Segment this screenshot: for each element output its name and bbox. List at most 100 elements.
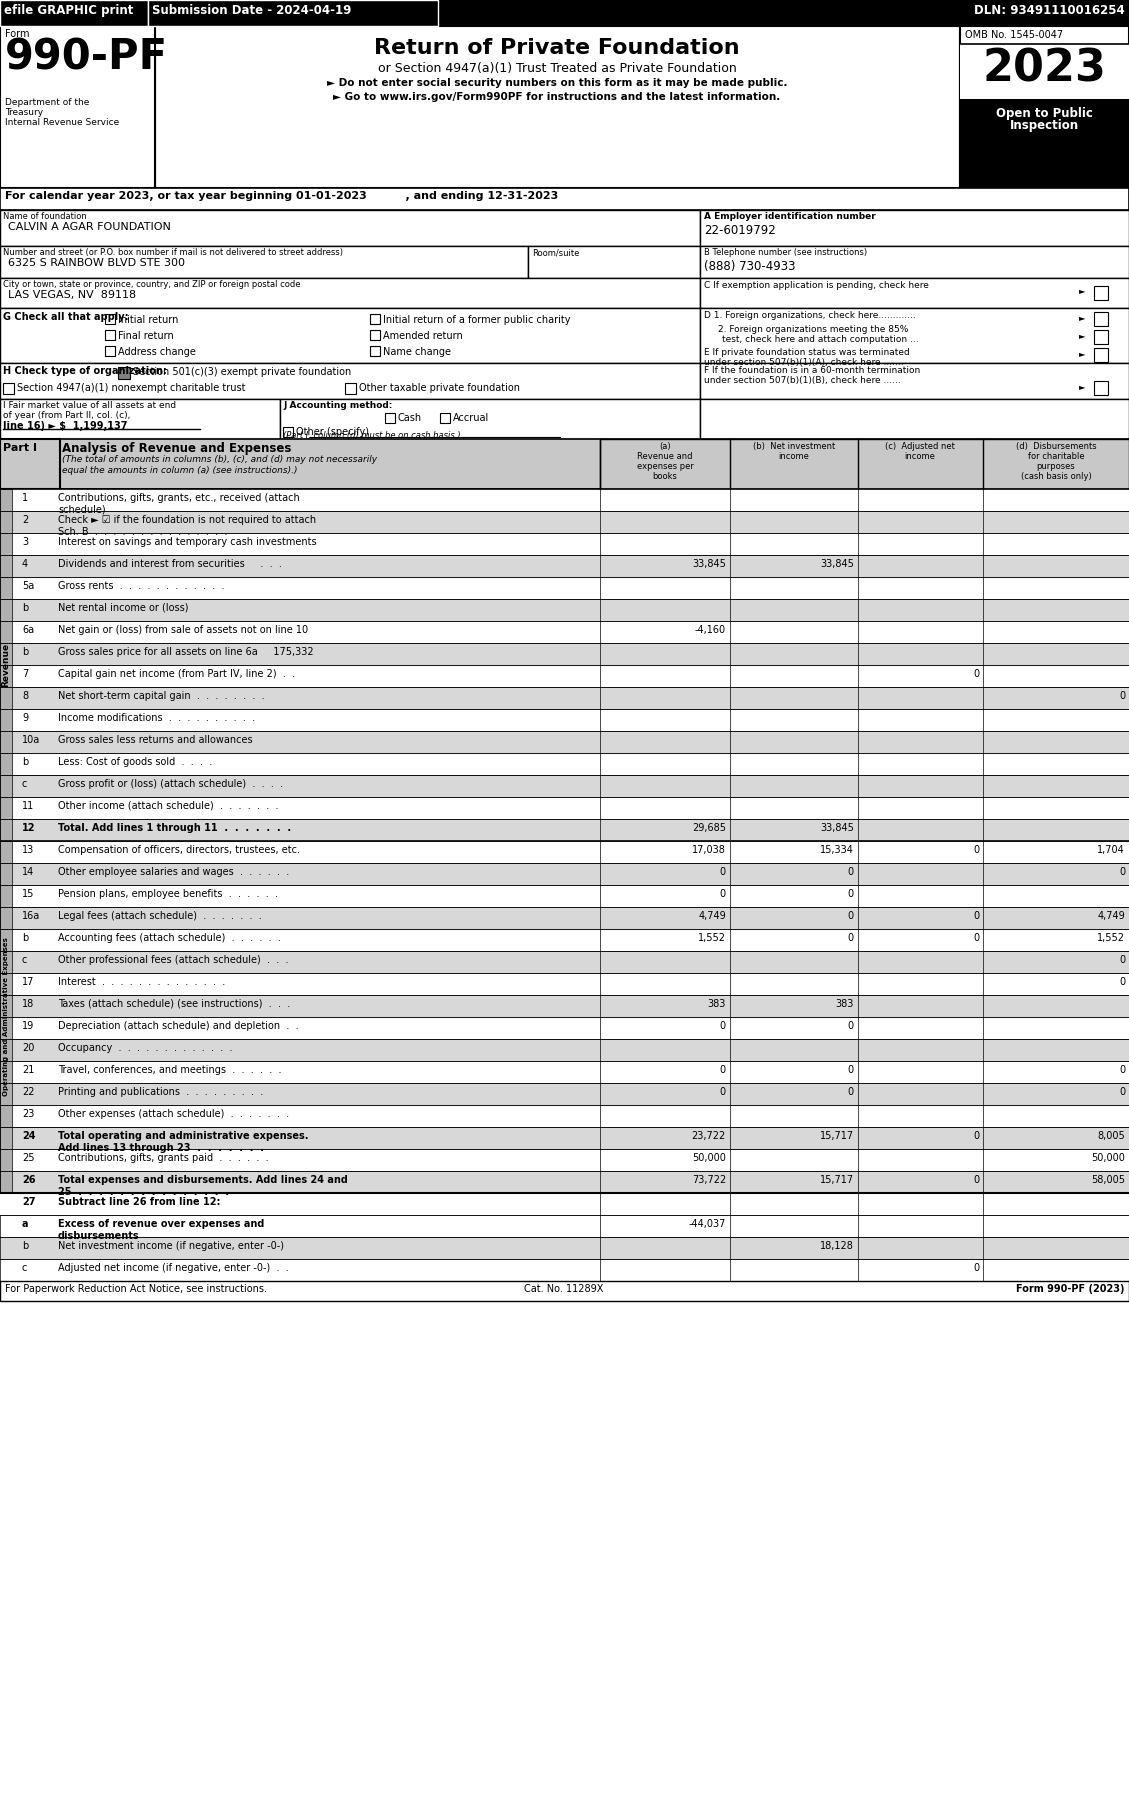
Text: 0: 0 xyxy=(720,867,726,877)
Text: Total expenses and disbursements. Add lines 24 and
25  .  .  .  .  .  .  .  .  .: Total expenses and disbursements. Add li… xyxy=(58,1176,348,1197)
Text: 0: 0 xyxy=(848,1088,854,1097)
Bar xyxy=(345,383,356,394)
Bar xyxy=(0,775,1129,797)
Text: Gross sales price for all assets on line 6a     175,332: Gross sales price for all assets on line… xyxy=(58,647,314,656)
Text: 2023: 2023 xyxy=(982,49,1106,92)
Text: expenses per: expenses per xyxy=(637,462,693,471)
Text: A Employer identification number: A Employer identification number xyxy=(704,212,876,221)
Bar xyxy=(700,363,1129,399)
Text: 4,749: 4,749 xyxy=(1097,912,1124,921)
Bar xyxy=(0,797,1129,820)
Text: Accrual: Accrual xyxy=(453,414,489,423)
Bar xyxy=(0,489,1129,511)
Text: Interest  .  .  .  .  .  .  .  .  .  .  .  .  .  .: Interest . . . . . . . . . . . . . . xyxy=(58,976,226,987)
Bar xyxy=(0,644,1129,665)
Text: Gross profit or (loss) (attach schedule)  .  .  .  .: Gross profit or (loss) (attach schedule)… xyxy=(58,779,283,789)
Text: Revenue and: Revenue and xyxy=(637,451,693,460)
Text: 22-6019792: 22-6019792 xyxy=(704,225,776,237)
Bar xyxy=(0,439,1129,489)
Text: 14: 14 xyxy=(21,867,34,877)
Bar xyxy=(148,0,438,25)
Text: for charitable: for charitable xyxy=(1027,451,1084,460)
Text: 12: 12 xyxy=(21,823,35,832)
Text: Submission Date - 2024-04-19: Submission Date - 2024-04-19 xyxy=(152,4,351,16)
Bar xyxy=(0,489,12,841)
Text: (Part I, column (d) must be on cash basis.): (Part I, column (d) must be on cash basi… xyxy=(283,432,461,441)
Text: Other professional fees (attach schedule)  .  .  .: Other professional fees (attach schedule… xyxy=(58,955,289,966)
Bar xyxy=(283,426,294,437)
Bar xyxy=(1094,313,1108,325)
Text: b: b xyxy=(21,647,28,656)
Text: c: c xyxy=(21,779,27,789)
Text: 0: 0 xyxy=(848,912,854,921)
Text: b: b xyxy=(21,757,28,768)
Text: Number and street (or P.O. box number if mail is not delivered to street address: Number and street (or P.O. box number if… xyxy=(3,248,343,257)
Bar xyxy=(0,0,148,25)
Text: 0: 0 xyxy=(973,1176,979,1185)
Text: Inspection: Inspection xyxy=(1009,119,1078,131)
Text: c: c xyxy=(21,955,27,966)
Bar xyxy=(0,1149,1129,1170)
Text: b: b xyxy=(21,1241,28,1251)
Bar xyxy=(0,1018,1129,1039)
Bar xyxy=(0,599,1129,620)
Text: H Check type of organization:: H Check type of organization: xyxy=(3,367,167,376)
Bar xyxy=(1094,381,1108,396)
Text: 8,005: 8,005 xyxy=(1097,1131,1124,1142)
Text: 15: 15 xyxy=(21,888,34,899)
Text: Net rental income or (loss): Net rental income or (loss) xyxy=(58,602,189,613)
Text: 33,845: 33,845 xyxy=(820,823,854,832)
Bar xyxy=(0,399,280,439)
Text: 0: 0 xyxy=(973,845,979,856)
Text: Department of the: Department of the xyxy=(5,99,89,108)
Text: Cash: Cash xyxy=(399,414,422,423)
Text: Initial return: Initial return xyxy=(119,315,178,325)
Text: -44,037: -44,037 xyxy=(689,1219,726,1230)
Text: Occupancy  .  .  .  .  .  .  .  .  .  .  .  .  .: Occupancy . . . . . . . . . . . . . xyxy=(58,1043,233,1054)
Text: 2: 2 xyxy=(21,514,28,525)
Text: 0: 0 xyxy=(973,1262,979,1273)
Text: Travel, conferences, and meetings  .  .  .  .  .  .: Travel, conferences, and meetings . . . … xyxy=(58,1064,281,1075)
Bar xyxy=(0,1127,1129,1149)
Bar xyxy=(0,732,1129,753)
Bar xyxy=(0,906,1129,930)
Text: Interest on savings and temporary cash investments: Interest on savings and temporary cash i… xyxy=(58,538,316,547)
Bar xyxy=(960,25,1129,189)
Text: (b)  Net investment: (b) Net investment xyxy=(753,442,835,451)
Text: a: a xyxy=(21,1219,28,1230)
Text: Other income (attach schedule)  .  .  .  .  .  .  .: Other income (attach schedule) . . . . .… xyxy=(58,800,279,811)
Text: Other (specify): Other (specify) xyxy=(296,426,369,437)
Text: 1,552: 1,552 xyxy=(1097,933,1124,942)
Bar xyxy=(700,210,1129,246)
Text: Net investment income (if negative, enter -0-): Net investment income (if negative, ente… xyxy=(58,1241,285,1251)
Text: 27: 27 xyxy=(21,1197,35,1206)
Text: Adjusted net income (if negative, enter -0-)  .  .: Adjusted net income (if negative, enter … xyxy=(58,1262,289,1273)
Text: ►: ► xyxy=(1079,313,1085,322)
Bar xyxy=(0,665,1129,687)
Text: 6a: 6a xyxy=(21,626,34,635)
Bar xyxy=(0,1061,1129,1082)
Text: Address change: Address change xyxy=(119,347,195,358)
Text: D 1. Foreign organizations, check here.............: D 1. Foreign organizations, check here..… xyxy=(704,311,919,320)
Text: G Check all that apply:: G Check all that apply: xyxy=(3,313,129,322)
Text: For calendar year 2023, or tax year beginning 01-01-2023          , and ending 1: For calendar year 2023, or tax year begi… xyxy=(5,191,558,201)
Text: 73,722: 73,722 xyxy=(692,1176,726,1185)
Text: Compensation of officers, directors, trustees, etc.: Compensation of officers, directors, tru… xyxy=(58,845,300,856)
Text: 0: 0 xyxy=(973,1131,979,1142)
Text: purposes: purposes xyxy=(1036,462,1076,471)
Text: (888) 730-4933: (888) 730-4933 xyxy=(704,261,796,273)
Text: 1: 1 xyxy=(21,493,28,503)
Text: 16a: 16a xyxy=(21,912,41,921)
Text: 33,845: 33,845 xyxy=(820,559,854,568)
Bar xyxy=(0,532,1129,556)
Text: equal the amounts in column (a) (see instructions).): equal the amounts in column (a) (see ins… xyxy=(62,466,298,475)
Bar xyxy=(0,307,700,363)
Text: CALVIN A AGAR FOUNDATION: CALVIN A AGAR FOUNDATION xyxy=(8,221,170,232)
Bar xyxy=(700,279,1129,307)
Text: E If private foundation status was terminated: E If private foundation status was termi… xyxy=(704,349,910,358)
Bar xyxy=(528,246,700,279)
Text: Initial return of a former public charity: Initial return of a former public charit… xyxy=(383,315,570,325)
Text: Check ► ☑ if the foundation is not required to attach
Sch. B  .  .  .  .  .  .  : Check ► ☑ if the foundation is not requi… xyxy=(58,514,316,536)
Text: Depreciation (attach schedule) and depletion  .  .: Depreciation (attach schedule) and deple… xyxy=(58,1021,299,1030)
Text: 1,704: 1,704 xyxy=(1097,845,1124,856)
